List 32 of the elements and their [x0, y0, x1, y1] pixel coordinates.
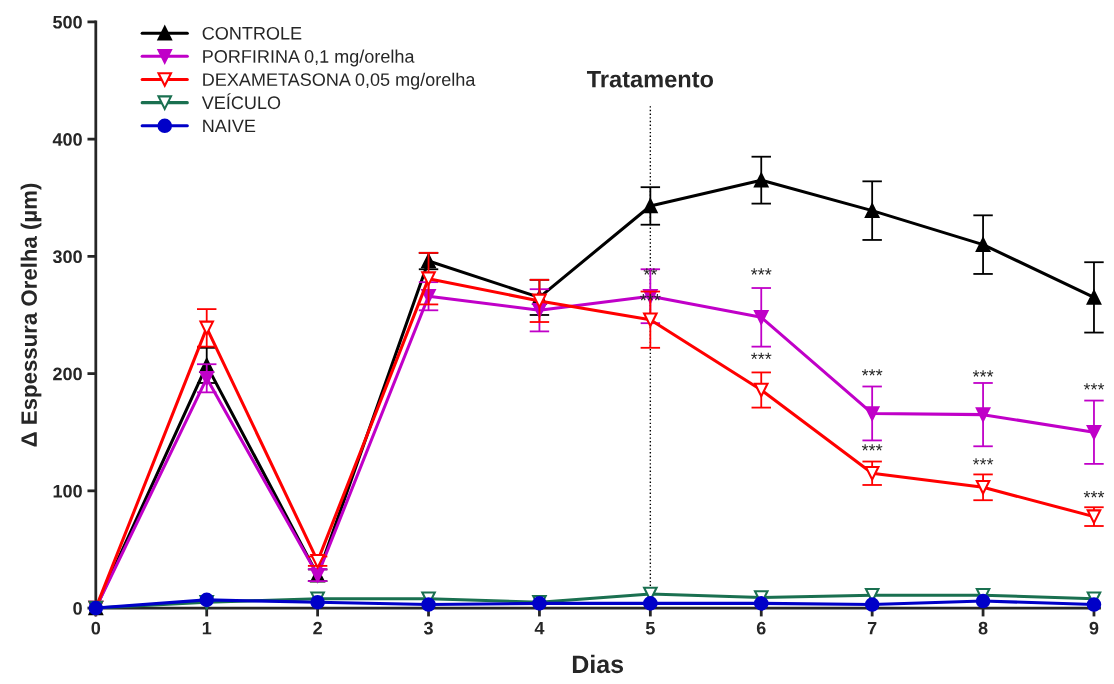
y-tick-label: 400 [52, 133, 82, 146]
annotation: *** [1083, 383, 1105, 390]
x-tick-label: 7 [867, 621, 877, 635]
x-tick-label: 8 [978, 621, 988, 635]
x-tick-label: 3 [423, 621, 433, 635]
annotation: *** [972, 370, 994, 377]
annotation: *** [861, 369, 883, 376]
y-tick-label: 200 [53, 367, 82, 381]
annotation: *** [861, 444, 883, 451]
legend-label: PORFIRINA 0,1 mg/orelha [203, 49, 415, 67]
y-tick-label: 100 [53, 484, 82, 498]
annotation: *** [972, 458, 994, 465]
y-tick-label: 300 [52, 250, 82, 264]
y-tick-label: 0 [73, 602, 82, 615]
legend-label: CONTROLE [202, 26, 302, 40]
x-tick-label: 1 [202, 621, 212, 635]
x-tick-label: 0 [91, 621, 101, 635]
annotation: *** [1083, 491, 1105, 498]
annotation: *** [751, 352, 772, 360]
x-tick-label: 4 [534, 621, 545, 635]
x-tick-label: 9 [1089, 621, 1099, 635]
annotation: *** [751, 268, 772, 275]
legend-label: VEÍCULO [201, 93, 281, 110]
x-tick-label: 2 [313, 621, 322, 635]
x-tick-label: 5 [645, 621, 655, 635]
y-tick-label: 500 [53, 15, 82, 29]
x-tick-label: 6 [756, 621, 766, 635]
y-axis-title: Δ Espessura Orelha (µm) [20, 183, 42, 447]
x-axis-title: Dias [572, 654, 624, 674]
legend-label: DEXAMETASONA 0,05 mg/orelha [203, 72, 476, 90]
ref-line-label: Tratamento [586, 71, 714, 88]
legend-label: NAIVE [203, 119, 256, 133]
